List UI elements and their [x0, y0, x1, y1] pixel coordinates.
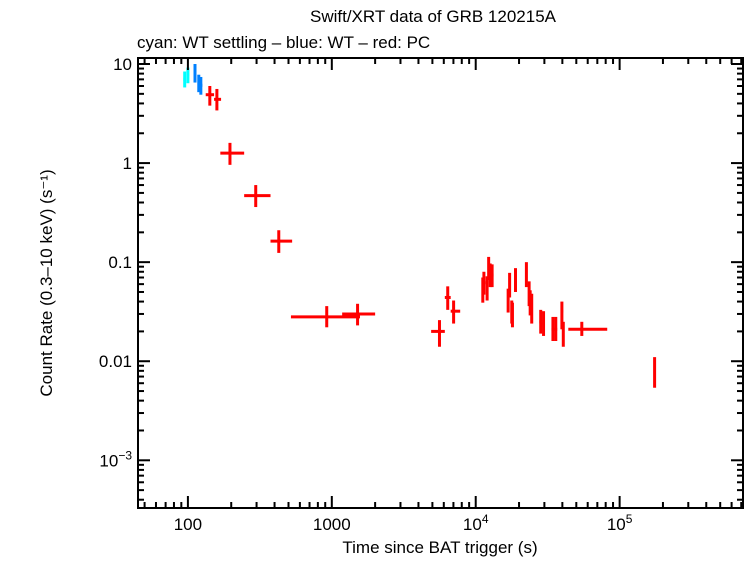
data-point-pc	[244, 185, 271, 208]
y-tick-label: 1	[123, 154, 132, 173]
data-point-pc	[205, 85, 215, 106]
data-point-pc	[510, 302, 514, 328]
data-point-pc	[561, 321, 565, 347]
data-point-wt-settling	[183, 71, 187, 88]
data-point-pc	[524, 262, 528, 288]
data-point-pc	[530, 293, 534, 324]
y-tick-label: 0.01	[99, 352, 132, 371]
x-axis-label: Time since BAT trigger (s)	[342, 538, 537, 557]
x-tick-label: 1000	[313, 515, 351, 534]
data-point-wt-settling	[186, 67, 190, 84]
data-point-pc	[290, 306, 361, 328]
data-point-pc	[653, 357, 657, 388]
data-point-pc	[514, 268, 518, 292]
data-point-pc	[490, 264, 494, 288]
data-point-wt	[199, 76, 203, 95]
data-point-pc	[551, 316, 555, 342]
data-point-pc	[539, 309, 543, 334]
data-point-pc	[542, 311, 546, 336]
data-point-pc	[482, 271, 486, 295]
data-point-pc	[508, 272, 512, 298]
y-tick-label: 0.1	[108, 253, 132, 272]
data-point-pc	[444, 286, 451, 310]
chart-subtitle: cyan: WT settling – blue: WT – red: PC	[137, 33, 430, 52]
data-point-pc	[342, 303, 376, 326]
data-point-pc	[270, 230, 293, 253]
y-tick-label: 10−3	[99, 448, 132, 470]
data-point-pc	[568, 321, 608, 336]
chart-title: Swift/XRT data of GRB 120215A	[310, 7, 557, 26]
data-point-pc	[450, 300, 461, 324]
data-point-pc	[220, 142, 245, 165]
x-tick-label: 105	[607, 512, 633, 534]
data-point-pc	[554, 316, 558, 342]
data-point-pc	[431, 320, 445, 347]
data-point-pc	[485, 276, 489, 301]
data-point-pc	[214, 88, 222, 111]
x-tick-label: 104	[463, 512, 489, 534]
x-tick-label: 100	[174, 515, 202, 534]
y-tick-label: 10	[113, 55, 132, 74]
plot-frame	[137, 57, 744, 509]
data-point-wt	[193, 64, 197, 83]
y-axis-label: Count Rate (0.3–10 keV) (s⁻¹)	[37, 169, 56, 396]
